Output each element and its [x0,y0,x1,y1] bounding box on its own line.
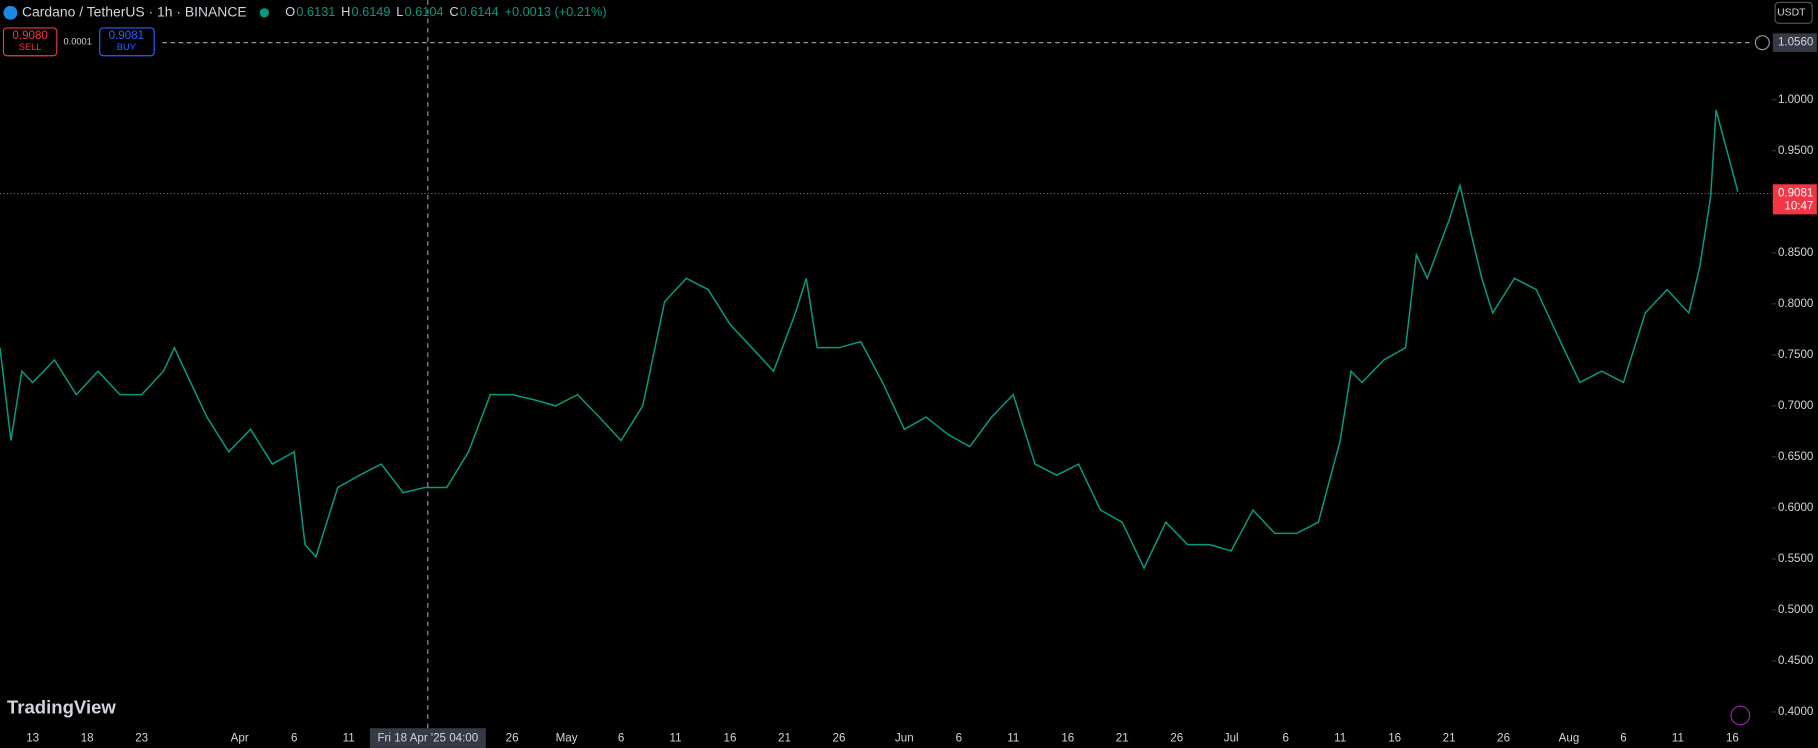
crosshair-label: Fri 18 Apr '25 04:00 [377,733,478,745]
ohlc-value: 0.6144 [460,4,499,19]
x-tick-label: May [556,733,578,745]
x-tick-label: 26 [1497,733,1510,745]
x-tick-label: Jul [1224,733,1239,745]
alert-label: 1.0560 [1778,37,1813,49]
ohlc-value: 0.6104 [405,4,444,19]
alert-add [1754,35,1770,51]
x-tick-label: 16 [1726,733,1739,745]
x-tick-label: 16 [1061,733,1074,745]
y-tick-label: 0.4000 [1778,706,1813,718]
y-tick-label: 0.5000 [1778,604,1813,616]
symbol[interactable]: Cardano / TetherUS · 1h · BINANCE [22,4,247,20]
ohlc-value: 0.6149 [351,4,390,19]
x-tick-label: 6 [956,733,962,745]
spread: 0.0001 [64,36,92,46]
x-tick-label: 16 [1388,733,1401,745]
last-price-label: 0.9081 [1778,188,1813,200]
x-tick-label: 11 [1672,733,1684,745]
y-tick-label: 0.7000 [1778,400,1813,412]
x-tick-label: 11 [670,733,682,745]
ohlc-value: 0.6131 [296,4,335,19]
sell-label: SELL [19,42,42,52]
y-tick-label: 0.8500 [1778,247,1813,259]
x-tick-label: 6 [1282,733,1288,745]
y-tick-label: 0.6000 [1778,502,1813,514]
price-line [0,109,1739,570]
currency: USDT [1777,8,1806,19]
x-tick-label: 21 [1443,733,1456,745]
x-tick-label: 26 [1170,733,1183,745]
buy-price: 0.9081 [109,30,144,42]
buy-button[interactable] [99,27,155,57]
last-price-box [1772,184,1817,215]
y-tick-label: 0.4500 [1778,655,1813,667]
sell-price: 0.9080 [12,30,47,42]
y-tick-label: 0.6500 [1778,451,1813,463]
ohlc-key: H [341,4,350,19]
brand: TradingView [7,696,116,717]
x-tick-label: 13 [26,733,39,745]
x-tick-label: 16 [724,733,737,745]
y-tick-label: 0.7500 [1778,349,1813,361]
x-tick-label: 21 [778,733,791,745]
x-tick-label: 11 [1334,733,1346,745]
y-tick-label: 1.0000 [1778,94,1813,106]
x-tick-label: 6 [1620,733,1626,745]
countdown: 10:47 [1784,200,1813,212]
x-tick-label: Jun [895,733,914,745]
ohlc-key: L [396,4,403,19]
change: +0.0013 (+0.21%) [505,4,607,19]
sell-button[interactable] [2,27,58,57]
x-tick-label: 6 [291,733,297,745]
x-tick-label: 21 [1116,733,1129,745]
y-tick-label: 0.9500 [1778,145,1813,157]
market-status [259,8,269,18]
x-tick-label: 6 [618,733,624,745]
x-tick-label: 26 [833,733,846,745]
x-tick-label: Apr [231,733,249,745]
x-tick-label: 11 [343,733,355,745]
y-tick-label: 0.5500 [1778,553,1813,565]
x-tick-label: 23 [135,733,148,745]
symbol-icon [3,5,18,20]
crosshair-box [369,728,486,748]
x-tick-label: 18 [81,733,94,745]
x-tick-label: Aug [1559,733,1580,745]
x-tick-label: 26 [506,733,519,745]
ohlc-key: O [285,4,295,19]
lightning-icon[interactable] [1730,705,1751,726]
buy-label: BUY [117,42,136,52]
alert-box [1772,33,1817,52]
currency-button[interactable] [1774,1,1813,24]
y-tick-label: 0.8000 [1778,298,1813,310]
x-tick-label: 11 [1007,733,1019,745]
ohlc-key: C [449,4,458,19]
